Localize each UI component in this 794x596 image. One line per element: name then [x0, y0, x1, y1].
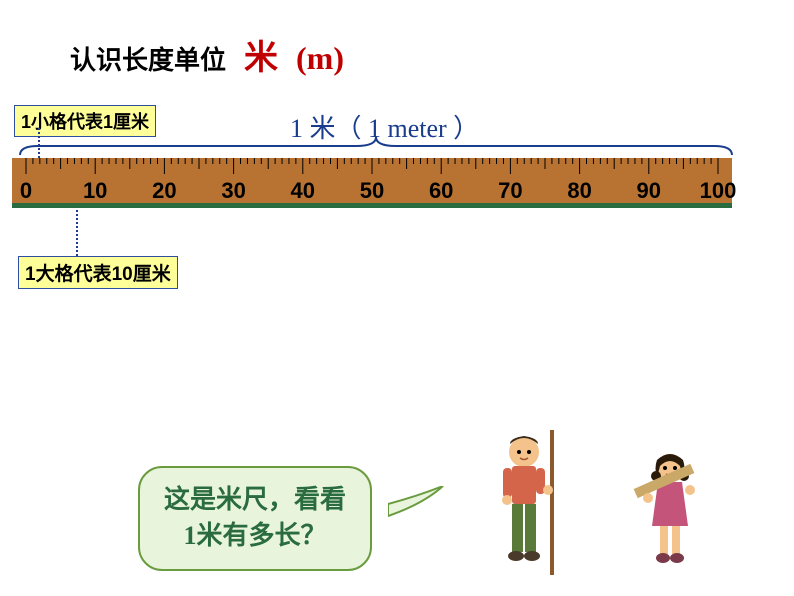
small-grid-text: 1小格代表1厘米: [21, 112, 149, 132]
title-paren: (m): [296, 40, 344, 77]
ruler-number: 100: [700, 178, 737, 204]
speech-line1: 这是米尺，看看: [164, 482, 346, 518]
ruler-number: 30: [221, 178, 245, 204]
title-red: 米: [244, 30, 278, 79]
dotted-line-small: [38, 128, 40, 158]
ruler-number: 40: [291, 178, 315, 204]
dotted-line-big: [76, 210, 78, 256]
ruler-ticks: [12, 158, 732, 176]
ruler-number: 90: [637, 178, 661, 204]
big-grid-label: 1大格代表10厘米: [18, 256, 178, 289]
ruler-number: 80: [567, 178, 591, 204]
ruler-number: 0: [20, 178, 32, 204]
speech-tail: [388, 486, 448, 526]
page-title: 认识长度单位 米 (m): [70, 30, 344, 79]
ruler-number: 20: [152, 178, 176, 204]
ruler-number: 50: [360, 178, 384, 204]
speech-line2: 1米有多长？: [164, 518, 346, 554]
ruler-labels: 0102030405060708090100: [12, 178, 732, 206]
speech-bubble: 这是米尺，看看 1米有多长？: [138, 466, 372, 571]
title-black: 认识长度单位: [70, 40, 226, 77]
boy-illustration: [494, 430, 574, 580]
ruler: 0102030405060708090100: [12, 158, 732, 214]
brace-curly: [18, 135, 734, 157]
big-grid-text: 1大格代表10厘米: [25, 264, 171, 285]
ruler-number: 70: [498, 178, 522, 204]
girl-illustration: [628, 448, 718, 578]
ruler-number: 60: [429, 178, 453, 204]
small-grid-label: 1小格代表1厘米: [14, 105, 156, 137]
ruler-number: 10: [83, 178, 107, 204]
